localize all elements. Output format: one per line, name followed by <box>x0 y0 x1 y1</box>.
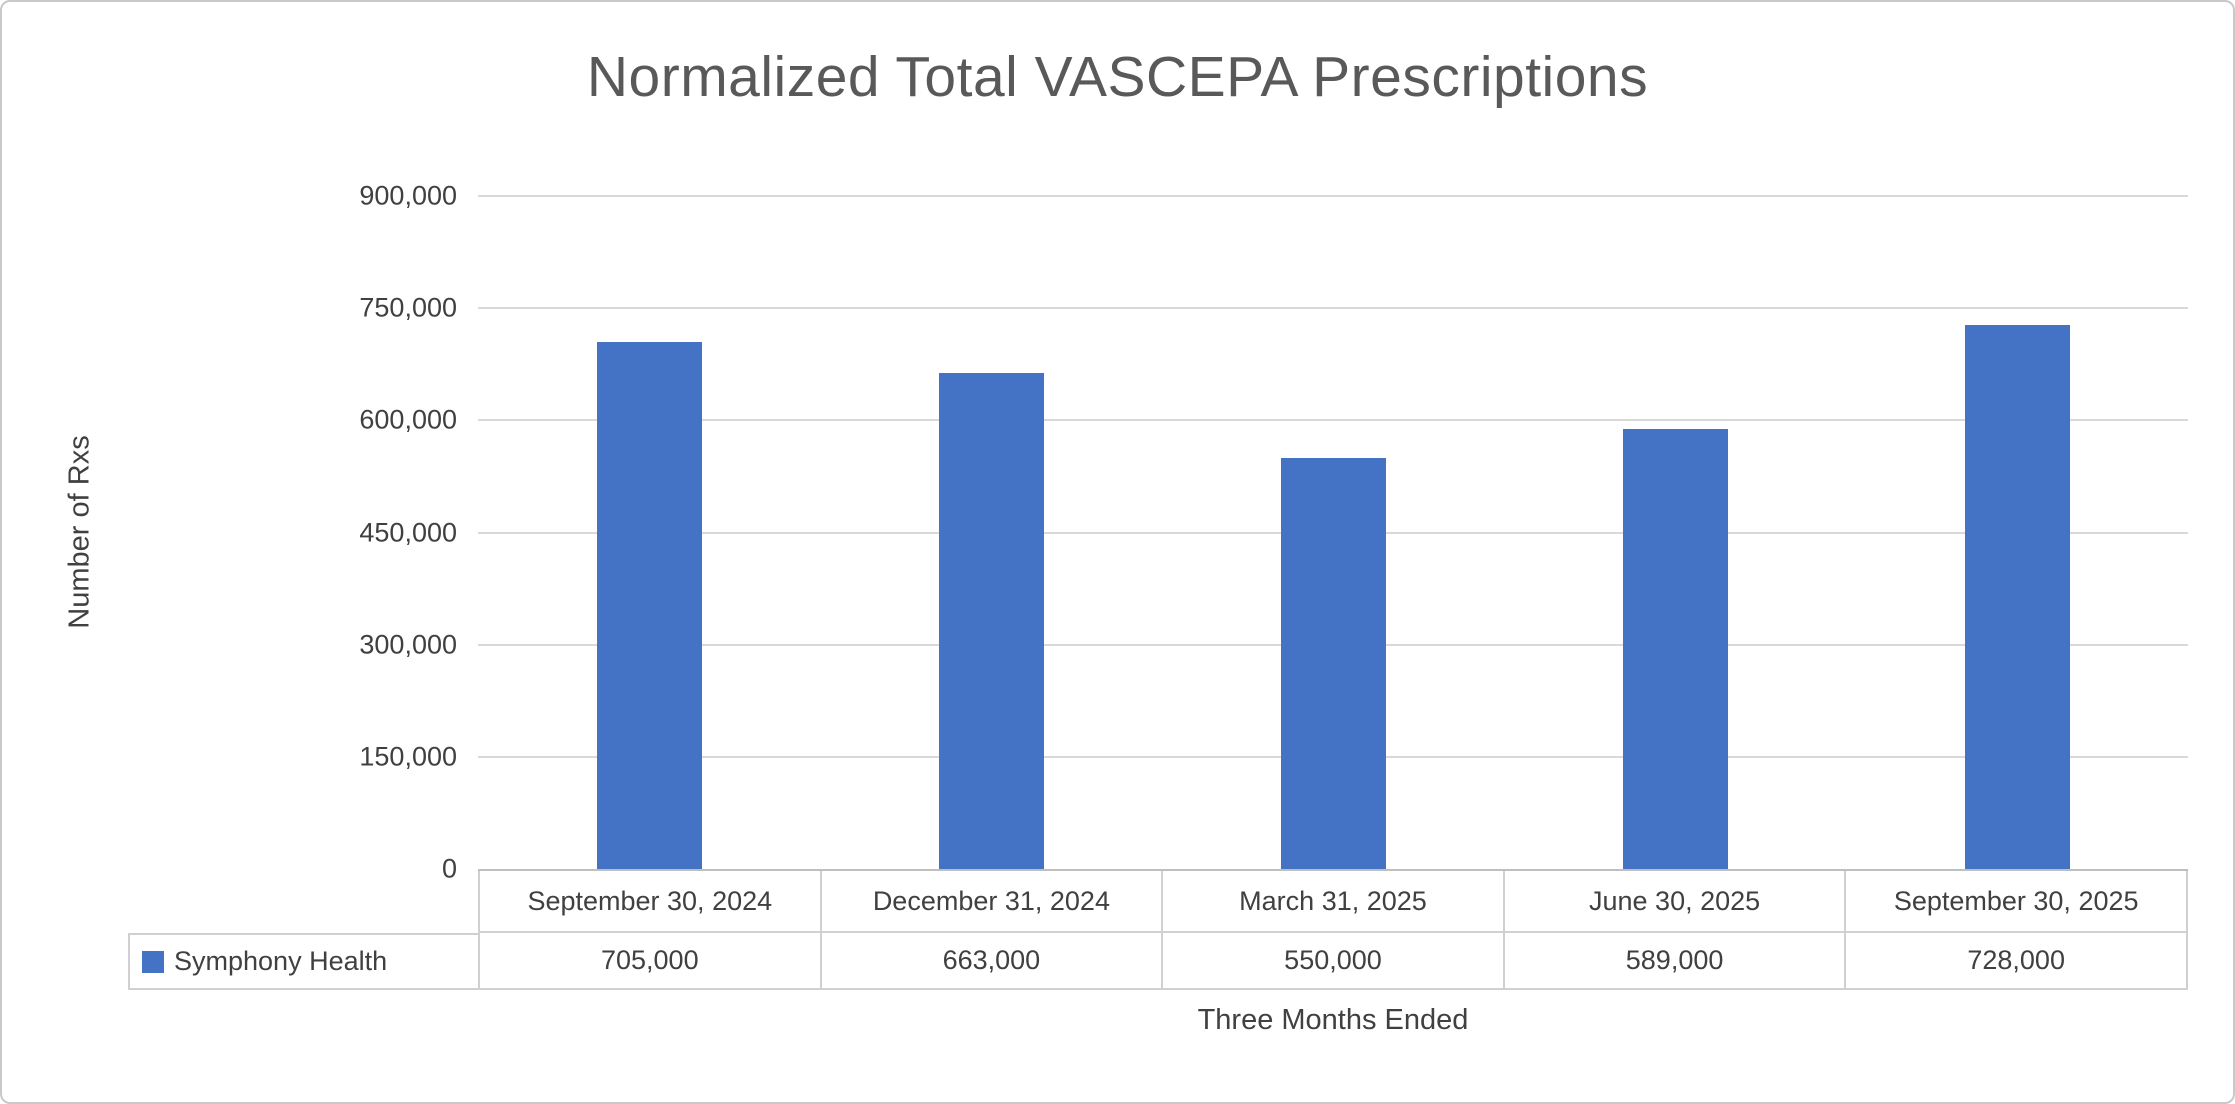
value-cell: 550,000 <box>1161 933 1503 988</box>
gridline <box>478 307 2188 310</box>
bar <box>1964 324 2070 869</box>
category-axis-row: September 30, 2024 December 31, 2024 March… <box>478 869 2188 933</box>
legend-label: Symphony Health <box>174 946 388 976</box>
y-tick-label: 600,000 <box>359 404 457 435</box>
category-header-cell: September 30, 2025 <box>1844 871 2188 931</box>
legend: Symphony Health <box>128 933 478 988</box>
value-cell: 663,000 <box>819 933 1162 988</box>
category-header-cell: June 30, 2025 <box>1502 871 1845 931</box>
y-tick-label: 450,000 <box>359 517 457 547</box>
bar-slot <box>820 196 1162 869</box>
value-cell: 705,000 <box>478 933 820 988</box>
legend-swatch-icon <box>142 950 164 973</box>
gridline <box>478 195 2188 197</box>
bar-series <box>478 196 2188 869</box>
y-axis-tick-labels: 0 150,000 300,000 450,000 600,000 750,000 900,… <box>2 2 457 902</box>
bar-slot <box>1846 196 2188 869</box>
bar-slot <box>1504 196 1846 869</box>
value-cell: 728,000 <box>1844 933 2188 988</box>
chart-title: Normalized Total VASCEPA Prescriptions <box>586 45 1649 109</box>
data-table-row: Symphony Health 705,000 663,000 550,000 589… <box>128 933 2188 990</box>
y-tick-label: 750,000 <box>359 292 457 323</box>
category-header-cell: September 30, 2024 <box>478 871 820 931</box>
plot-area <box>478 195 2188 869</box>
x-axis-title: Three Months Ended <box>1197 1004 1469 1036</box>
y-tick-label: 0 <box>441 853 457 884</box>
bar-slot <box>1162 196 1504 869</box>
bar <box>1280 457 1386 869</box>
y-tick-label: 900,000 <box>359 180 457 211</box>
bar <box>938 373 1044 869</box>
value-cell: 589,000 <box>1502 933 1845 988</box>
bar <box>596 341 702 869</box>
bar-slot <box>478 196 820 869</box>
bar <box>1622 428 1728 869</box>
y-tick-label: 300,000 <box>359 629 457 660</box>
gridline <box>478 419 2188 422</box>
category-header-cell: March 31, 2025 <box>1161 871 1503 931</box>
category-header-cell: December 31, 2024 <box>819 871 1162 931</box>
y-tick-label: 150,000 <box>359 741 457 772</box>
